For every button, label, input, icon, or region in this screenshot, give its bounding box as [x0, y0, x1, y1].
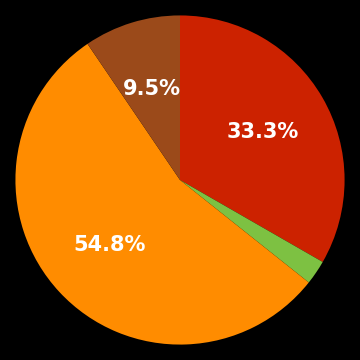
Text: 33.3%: 33.3%: [226, 122, 299, 142]
Wedge shape: [15, 44, 309, 345]
Wedge shape: [180, 15, 345, 262]
Text: 54.8%: 54.8%: [74, 235, 146, 255]
Wedge shape: [180, 180, 323, 283]
Text: 9.5%: 9.5%: [123, 79, 181, 99]
Wedge shape: [87, 15, 180, 180]
